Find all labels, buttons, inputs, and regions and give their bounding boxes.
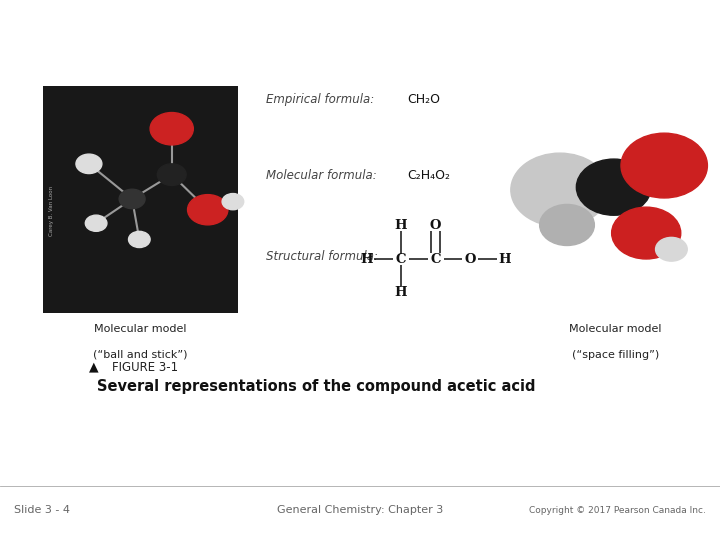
Circle shape <box>612 207 681 259</box>
Text: C₂H₄O₂: C₂H₄O₂ <box>407 169 450 182</box>
Text: ▲: ▲ <box>89 361 99 374</box>
Text: (“ball and stick”): (“ball and stick”) <box>93 350 188 360</box>
Text: (“space filling”): (“space filling”) <box>572 350 660 360</box>
Text: O: O <box>464 253 476 266</box>
Circle shape <box>577 159 652 215</box>
Text: Slide 3 - 4: Slide 3 - 4 <box>14 505 71 515</box>
Circle shape <box>540 205 595 246</box>
Circle shape <box>188 194 228 225</box>
Circle shape <box>621 133 708 198</box>
Text: O: O <box>430 219 441 232</box>
Text: Empirical formula:: Empirical formula: <box>266 93 374 106</box>
Text: Molecular formula:: Molecular formula: <box>266 169 377 182</box>
Text: C: C <box>396 253 406 266</box>
Text: Molecular model: Molecular model <box>570 324 662 334</box>
Text: FIGURE 3-1: FIGURE 3-1 <box>112 361 178 374</box>
Text: Structural formula:: Structural formula: <box>266 250 379 263</box>
Circle shape <box>85 215 107 231</box>
Bar <box>43 86 238 313</box>
Circle shape <box>128 231 150 247</box>
Text: CH₂O: CH₂O <box>407 93 440 106</box>
Text: Copyright © 2017 Pearson Canada Inc.: Copyright © 2017 Pearson Canada Inc. <box>528 506 706 515</box>
Text: H: H <box>395 286 408 299</box>
Text: H: H <box>498 253 511 266</box>
Text: Molecular model: Molecular model <box>94 324 186 334</box>
Circle shape <box>222 193 243 210</box>
Text: Several representations of the compound acetic acid: Several representations of the compound … <box>97 379 536 394</box>
Circle shape <box>157 164 186 185</box>
Circle shape <box>120 189 145 208</box>
Circle shape <box>511 153 609 227</box>
Circle shape <box>76 154 102 173</box>
Text: General Chemistry: Chapter 3: General Chemistry: Chapter 3 <box>277 505 443 515</box>
Text: C: C <box>431 253 441 266</box>
Text: H: H <box>395 219 408 232</box>
Text: H: H <box>360 253 373 266</box>
Circle shape <box>655 238 687 261</box>
Circle shape <box>150 112 193 145</box>
Text: Carey B. Van Loon: Carey B. Van Loon <box>50 186 54 236</box>
